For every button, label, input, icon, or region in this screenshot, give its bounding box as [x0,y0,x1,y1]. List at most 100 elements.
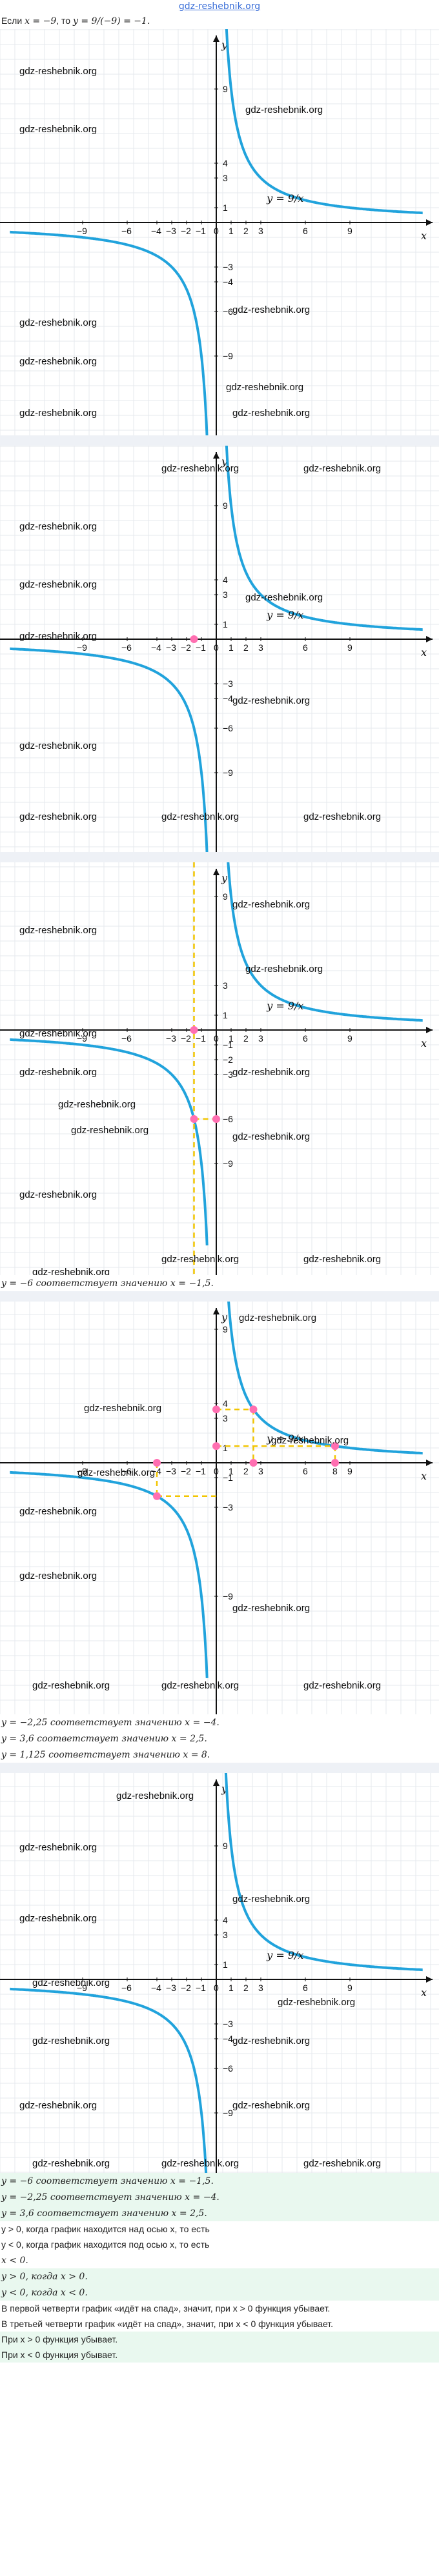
graph-5: x y −9 −6 −4 −3 −2 −1 0 1 2 3 6 9 9 4 3 1 −3 −4 −6 −9 y = 9/x g… [0,1773,439,2173]
watermark: gdz-reshebnik.org [303,1254,381,1265]
y-axis-arrow [213,869,220,875]
intro-mid: , то [56,15,71,26]
watermark: gdz-reshebnik.org [161,1254,239,1265]
watermark: gdz-reshebnik.org [226,382,303,393]
y-tick-label: 9 [223,1324,228,1334]
intro-prefix: Если [1,15,23,26]
x-tick-label: −3 [166,1033,176,1044]
watermark: gdz-reshebnik.org [19,1067,97,1078]
x-tick-label: 6 [303,1466,308,1476]
x-tick-label: 1 [229,642,234,653]
watermark: gdz-reshebnik.org [232,2036,310,2046]
x-tick-label: −6 [121,1983,132,1993]
marked-point [331,1459,339,1467]
x-tick-label: −1 [196,1983,206,1993]
x-tick-label: 0 [214,642,219,653]
x-tick-label: −1 [196,226,206,236]
intro-line: Если x = −9, то y = 9/(−9) = −1. [0,13,439,29]
marked-point [190,635,198,643]
y-tick-label: −2 [223,1055,233,1065]
y-tick-label: −4 [223,277,233,287]
y-tick-label: 4 [223,575,228,585]
x-tick-label: 3 [258,1033,263,1044]
x-tick-label: 3 [258,1983,263,1993]
y-axis-label: y [221,39,228,51]
sign-line-2-text: y < 0, когда график находится под осью x… [1,2239,210,2250]
sign-summary-1-text: y > 0, когда x > 0. [1,2272,88,2282]
y-tick-label: 3 [223,1413,228,1423]
watermark: gdz-reshebnik.org [84,1403,161,1414]
x-tick-label: 6 [303,1033,308,1044]
x-tick-label: −1 [196,642,206,653]
x-axis-arrow [426,219,433,226]
site-title-link[interactable]: gdz-reshebnik.org [178,1,261,12]
x-tick-label: −3 [166,1983,176,1993]
watermark: gdz-reshebnik.org [19,925,97,936]
x-tick-label: 9 [347,1033,352,1044]
watermark: gdz-reshebnik.org [232,899,310,910]
monotonic-1: В первой четверти график «идёт на спад»,… [0,2301,439,2316]
y-tick-label: −1 [223,1040,233,1050]
watermark: gdz-reshebnik.org [19,740,97,751]
graph-3: x y −9 −6 −3 −2 −1 0 1 2 3 6 9 9 3 1 −1 −2 −3 −6 −9 y = 9/x gd… [0,862,439,1275]
summary-1-text: y = −6 соответствует значению x = −1,5. [1,2176,214,2186]
y-axis-arrow [213,452,220,459]
separator [0,1763,439,1773]
x-axis-label: x [421,646,427,659]
x-tick-label: 1 [229,226,234,236]
watermark: gdz-reshebnik.org [303,1680,381,1691]
x-tick-label: 3 [258,642,263,653]
answer-3-text: y = −6 соответствует значению x = −1,5. [1,1278,214,1289]
y-tick-label: −6 [223,1114,233,1124]
marked-point [212,1442,220,1451]
watermark: gdz-reshebnik.org [232,408,310,419]
watermark: gdz-reshebnik.org [245,592,323,603]
summary-1: y = −6 соответствует значению x = −1,5. [0,2173,439,2189]
function-label: y = 9/x [266,192,303,204]
y-tick-label: 9 [223,84,228,94]
x-tick-label: −9 [77,642,87,653]
monotonic-summary-1-text: При x > 0 функция убывает. [1,2334,118,2344]
y-tick-label: −1 [223,1472,233,1483]
sign-summary-1: y > 0, когда x > 0. [0,2268,439,2284]
x-tick-label: −2 [181,1983,191,1993]
graph-4: x y −9 −6 −4 −3 −2 −1 0 1 2 3 6 8 9 9 4 3 1 −1 −3 −9 y = 9/x gd… [0,1302,439,1714]
monotonic-summary-2: При x < 0 функция убывает. [0,2347,439,2363]
sign-line-3-text: x < 0. [1,2255,28,2266]
watermark: gdz-reshebnik.org [19,1028,97,1039]
watermark: gdz-reshebnik.org [19,631,97,642]
y-tick-label: −9 [223,351,233,361]
y-tick-label: −9 [223,1158,233,1169]
x-tick-label: −1 [196,1033,206,1044]
watermark: gdz-reshebnik.org [77,1467,155,1478]
watermark: gdz-reshebnik.org [161,2158,239,2169]
y-tick-label: 1 [223,1010,228,1020]
y-tick-label: −9 [223,2108,233,2118]
x-tick-label: −6 [121,1466,132,1476]
intro-formula: y = 9/(−9) = −1. [72,16,150,26]
y-tick-label: 3 [223,590,228,600]
y-tick-label: −6 [223,306,233,317]
hyperbola-branch-3 [10,1471,209,1678]
hyperbola-branch-1 [227,862,423,1022]
watermark: gdz-reshebnik.org [161,463,239,474]
x-tick-label: 0 [214,1983,219,1993]
x-axis-label: x [421,230,427,242]
marked-point [212,1115,220,1123]
x-tick-label: 8 [332,1466,338,1476]
watermark: gdz-reshebnik.org [271,1435,349,1446]
y-tick-label: 1 [223,619,228,629]
x-tick-label: −6 [121,1033,132,1044]
watermark: gdz-reshebnik.org [19,408,97,419]
watermark: gdz-reshebnik.org [32,2036,110,2046]
y-tick-label: −4 [223,693,233,704]
sign-line-1: y > 0, когда график находится над осью x… [0,2221,439,2237]
y-tick-label: 4 [223,1915,228,1925]
summary-2: y = −2,25 соответствует значению x = −4. [0,2189,439,2205]
x-tick-label: −2 [181,1466,191,1476]
watermark: gdz-reshebnik.org [19,1189,97,1200]
y-tick-label: 9 [223,1841,228,1851]
watermark: gdz-reshebnik.org [32,1267,110,1275]
